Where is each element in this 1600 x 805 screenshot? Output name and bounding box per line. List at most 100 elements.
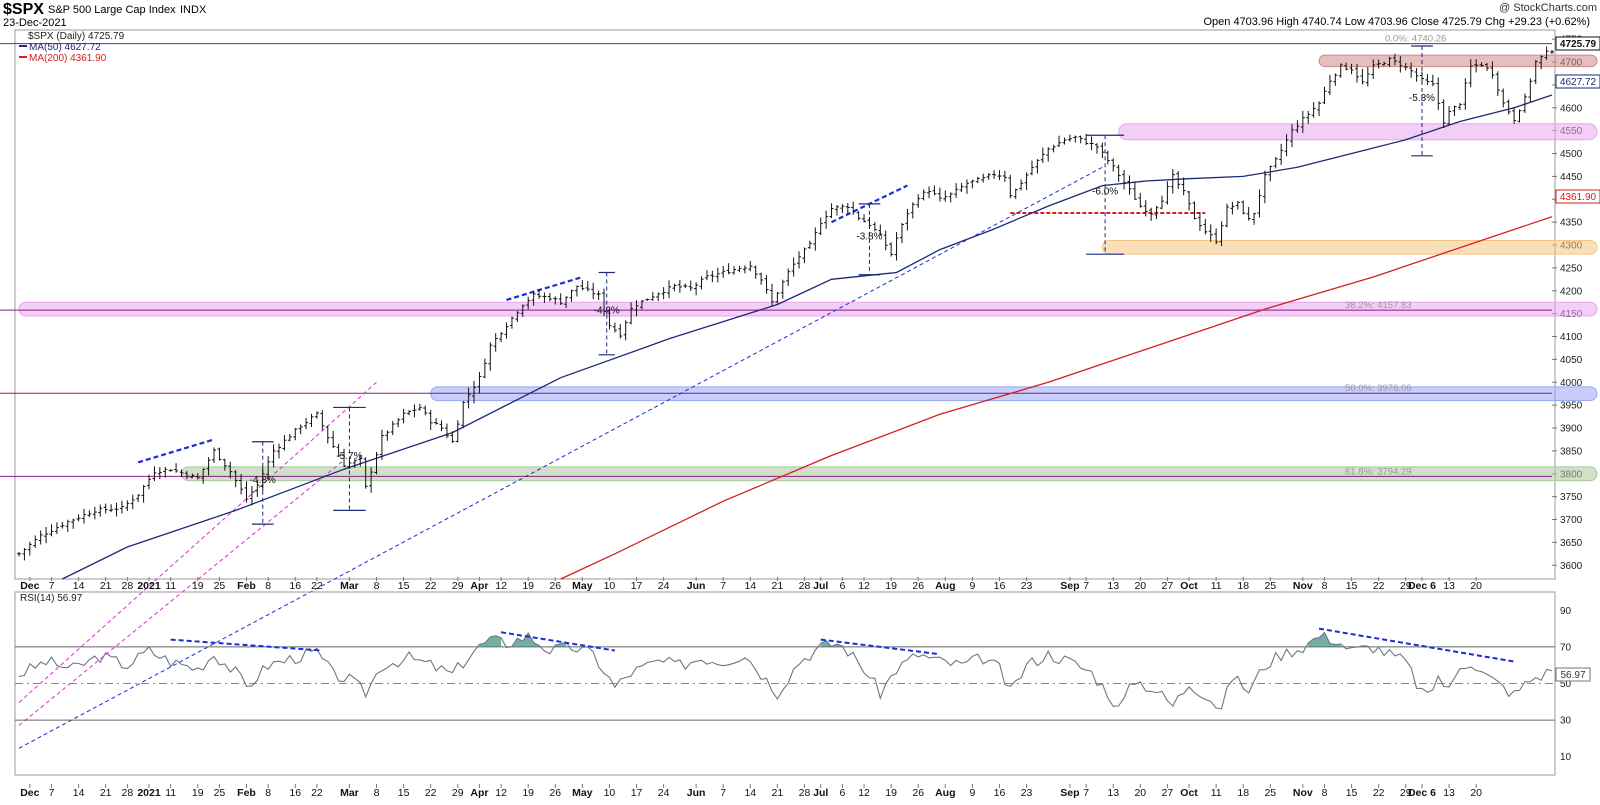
ohlc-bar — [304, 417, 309, 430]
ohlc-bar — [759, 272, 764, 285]
ohlc-bar — [119, 500, 124, 514]
ohlc-bar — [499, 332, 504, 343]
ohlc-bar — [1252, 212, 1257, 225]
ohlc-bar — [54, 522, 59, 535]
date-tick-label: 8 — [265, 580, 271, 592]
ohlc-bar — [807, 240, 812, 249]
price-tick-label: 3850 — [1560, 446, 1583, 457]
ohlc-bar — [1441, 99, 1446, 129]
date-tick-label: Sep — [1060, 580, 1079, 592]
ohlc-bar — [22, 548, 27, 561]
ohlc-bar — [1311, 101, 1316, 118]
rsi-overbought-area — [511, 632, 540, 647]
ohlc-bar — [249, 486, 254, 506]
ohlc-bar — [336, 443, 341, 457]
ohlc-bar — [76, 514, 81, 522]
ohlc-bar — [981, 173, 986, 183]
ohlc-bar — [1116, 164, 1121, 182]
ma200-flag-box — [1555, 189, 1600, 204]
fibonacci-levels: 0.0%: 4740.26 38.2%: 4157.83 50.0%: 3976.0… — [0, 34, 1552, 477]
ma50-flag: 4627.72 — [1555, 74, 1600, 89]
ohlc-bar — [320, 410, 325, 430]
ohlc-bar — [845, 203, 850, 215]
drawdown-marker: -5.7% — [333, 406, 366, 511]
date-tick-label: 22 — [311, 787, 323, 799]
date-tick-label: Sep — [1060, 787, 1079, 799]
ohlc-bar — [872, 222, 877, 232]
date-tick-label: 20 — [1470, 580, 1482, 592]
ohlc-bar — [396, 418, 401, 428]
date-axis: Dec 7 14 21 28 2021 11 19 25 Feb 8 16 22 Mar 8 15 22 29 Ap… — [20, 577, 1482, 592]
ohlc-bar — [1300, 110, 1305, 133]
ohlc-bar — [970, 179, 975, 189]
ohlc-bar — [412, 404, 417, 418]
ohlc-bar — [282, 435, 287, 451]
ohlc-bar — [163, 466, 168, 478]
ohlc-bar — [374, 451, 379, 475]
price-tick-label: 3700 — [1560, 515, 1583, 526]
price-tick-label: 4100 — [1560, 332, 1583, 343]
rsi-overbought-fill — [479, 632, 1368, 647]
ohlc-bar — [856, 211, 861, 221]
last-price-flag-text: 4725.79 — [1560, 39, 1597, 50]
symbol-label: $SPX — [3, 1, 44, 18]
date-tick-label: 10 — [604, 580, 616, 592]
ohlc-bar — [916, 194, 921, 208]
date-tick-label: 10 — [604, 787, 616, 799]
ohlc-bar — [997, 170, 1002, 181]
ohlc-bar — [114, 502, 119, 517]
ohlc-bar — [964, 179, 969, 194]
ohlc-bar — [60, 521, 65, 529]
ohlc-bar — [1219, 221, 1224, 247]
rsi-tick-label: 90 — [1560, 606, 1572, 617]
date-tick-label: Jun — [687, 580, 706, 592]
ohlc-bar — [1046, 147, 1051, 162]
ohlc-bar — [260, 466, 265, 491]
support-band — [1101, 239, 1598, 255]
ohlc-bar — [1354, 64, 1359, 83]
date-tick-label: 19 — [192, 580, 204, 592]
date-tick-label: 12 — [495, 787, 507, 799]
drawdown-label: -5.3% — [1409, 93, 1435, 104]
date-tick-label: 7 — [720, 787, 726, 799]
ma50-series — [62, 94, 1553, 580]
drawdown-markers: -4.8%-5.7%-4.2%-3.8%-6.0%-5.3% — [250, 45, 1435, 525]
ohlc-bar — [1474, 59, 1479, 73]
rsi-divergence-lines — [170, 627, 1515, 663]
date-tick-label: 13 — [1107, 787, 1119, 799]
ohlc-bar — [1002, 170, 1007, 182]
ohlc-bar — [1165, 181, 1170, 205]
drawdown-label: -5.7% — [336, 451, 362, 462]
ohlc-bar — [851, 201, 856, 215]
drawdown-marker: -3.8% — [856, 203, 883, 276]
ohlc-bar — [515, 311, 520, 323]
ohlc-bar — [1382, 61, 1387, 66]
fib-label: 38.2%: 4157.83 — [1345, 300, 1412, 311]
ma50-flag-box — [1555, 74, 1600, 89]
date-tick-label: 15 — [398, 787, 410, 799]
rsi-divergence-line — [820, 638, 941, 656]
ohlc-bar — [1008, 174, 1013, 199]
ohlc-bar — [1327, 74, 1332, 95]
ohlc-bar — [1306, 110, 1311, 124]
ohlc-bar — [71, 518, 76, 529]
last-price-flag-box — [1555, 36, 1600, 51]
ohlc-bar — [17, 552, 21, 557]
ohlc-bar — [82, 508, 87, 524]
ohlc-bar — [1317, 101, 1322, 117]
ohlc-bar — [602, 288, 607, 317]
ohlc-bar — [710, 270, 715, 283]
rsi-flag-text: 56.97 — [1560, 670, 1585, 681]
date-tick-label: 22 — [311, 580, 323, 592]
ohlc-bar — [1376, 59, 1381, 69]
ohlc-bar — [1170, 169, 1175, 194]
date-tick-label: 12 — [858, 787, 870, 799]
ohlc-bar — [352, 458, 357, 468]
date-tick-label: 29 — [1400, 787, 1412, 799]
ohlc-bar — [1035, 159, 1040, 174]
ohlc-bar — [634, 300, 639, 317]
ohlc-bar — [450, 431, 455, 443]
date-tick-label: Dec — [20, 787, 39, 799]
